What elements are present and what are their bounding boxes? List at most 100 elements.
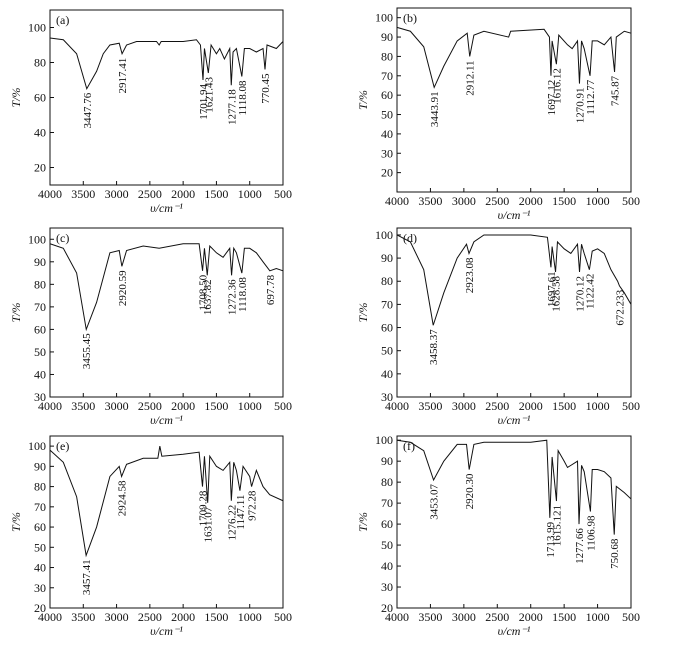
x-tick-label: 3000 [452, 194, 476, 208]
y-tick-label: 40 [381, 559, 393, 573]
peak-label: 750.68 [609, 538, 621, 569]
y-tick-label: 70 [381, 297, 393, 311]
peak-label: 2912.11 [465, 60, 477, 95]
peak-label: 1118.08 [237, 80, 249, 115]
x-tick-label: 2500 [485, 399, 509, 413]
peak-label: 2923.08 [464, 257, 476, 293]
y-tick-label: 40 [381, 367, 393, 381]
x-tick-label: 2000 [519, 194, 543, 208]
peak-label: 1122.42 [584, 274, 596, 309]
y-axis-label: T/% [356, 512, 370, 532]
peak-label: 1701.94 [198, 84, 210, 120]
x-tick-label: 1500 [204, 610, 228, 624]
y-tick-label: 70 [381, 496, 393, 510]
y-tick-label: 50 [381, 344, 393, 358]
peak-label: 1615.121 [551, 505, 563, 546]
y-tick-label: 30 [34, 581, 46, 595]
spectrum-line [49, 37, 284, 91]
x-tick-label: 3000 [105, 187, 129, 201]
peak-label: 1270.91 [574, 88, 586, 124]
x-tick-label: 1500 [552, 399, 576, 413]
peak-label: 1697.61 [546, 271, 558, 307]
peak-label: 2920.30 [464, 473, 476, 509]
y-tick-label: 70 [381, 69, 393, 83]
y-tick-label: 80 [34, 277, 46, 291]
spectrum-line [396, 26, 632, 89]
x-tick-label: 1500 [552, 194, 576, 208]
x-tick-label: 3500 [71, 187, 95, 201]
y-axis-label: T/% [9, 512, 23, 532]
y-tick-label: 90 [381, 30, 393, 44]
panel-label: (c) [56, 231, 69, 245]
peak-label: 1272.36 [227, 279, 239, 315]
y-tick-label: 90 [381, 454, 393, 468]
peak-label: 2924.58 [117, 480, 129, 516]
peak-label: 1147.11 [235, 495, 247, 530]
spectrum-line [396, 439, 632, 535]
peak-label: 1709.28 [197, 490, 209, 526]
x-tick-label: 3500 [418, 194, 442, 208]
y-tick-label: 80 [34, 480, 46, 494]
peak-label: 1708.50 [198, 274, 210, 310]
x-tick-label: 2000 [171, 399, 195, 413]
panel: 4000 3500 3000 2500 2000 1500 1000 500 30 40 50 60 7… [9, 227, 292, 427]
x-tick-label: 3500 [418, 610, 442, 624]
x-tick-label: 2000 [171, 610, 195, 624]
x-tick-label: 1000 [586, 399, 610, 413]
y-tick-label: 60 [34, 520, 46, 534]
y-tick-label: 20 [34, 161, 46, 175]
y-tick-label: 50 [381, 538, 393, 552]
peak-label: 770.45 [260, 73, 272, 104]
plot-frame [49, 435, 284, 609]
y-tick-label: 80 [381, 49, 393, 63]
y-tick-label: 50 [381, 108, 393, 122]
y-tick-label: 80 [381, 475, 393, 489]
peak-label: 2920.59 [117, 270, 129, 306]
y-tick-label: 60 [381, 517, 393, 531]
x-tick-label: 3500 [418, 399, 442, 413]
peak-label: 1277.66 [574, 528, 586, 564]
y-tick-label: 30 [381, 580, 393, 594]
y-tick-label: 20 [381, 601, 393, 615]
x-tick-label: 1500 [552, 610, 576, 624]
y-tick-label: 40 [34, 561, 46, 575]
y-tick-label: 30 [34, 390, 46, 404]
plot-frame [396, 227, 632, 398]
peak-label: 1112.77 [585, 79, 597, 114]
peak-label: 1616.12 [551, 68, 563, 104]
peak-label: 1270.12 [575, 276, 587, 312]
x-tick-label: 1500 [204, 399, 228, 413]
x-tick-label: 2500 [138, 610, 162, 624]
y-tick-label: 70 [34, 500, 46, 514]
peak-label: 1106.98 [585, 515, 597, 551]
x-tick-label: 2500 [138, 399, 162, 413]
y-tick-label: 20 [34, 601, 46, 615]
panel-label: (d) [403, 231, 417, 245]
peak-label: 1713.99 [545, 521, 557, 557]
panel-label: (e) [56, 439, 69, 453]
y-tick-label: 50 [34, 540, 46, 554]
peak-label: 3458.37 [428, 329, 440, 365]
peak-label: 1276.22 [226, 505, 238, 541]
plot-frame [49, 227, 284, 398]
peak-label: 1118.08 [237, 277, 249, 312]
x-tick-label: 3000 [452, 399, 476, 413]
x-tick-label: 500 [622, 194, 640, 208]
x-tick-label: 2500 [138, 187, 162, 201]
x-tick-label: 3000 [452, 610, 476, 624]
x-tick-label: 4000 [38, 187, 62, 201]
x-tick-label: 4000 [38, 610, 62, 624]
x-axis-label: υ/cm⁻¹ [150, 201, 183, 215]
x-axis-label: υ/cm⁻¹ [498, 208, 531, 222]
peak-label: 3455.45 [81, 333, 93, 369]
x-tick-label: 500 [622, 610, 640, 624]
x-tick-label: 4000 [385, 610, 409, 624]
x-tick-label: 1500 [204, 187, 228, 201]
x-tick-label: 1000 [238, 399, 262, 413]
peak-label: 1628.58 [551, 275, 563, 311]
y-tick-label: 40 [34, 367, 46, 381]
y-tick-label: 80 [381, 274, 393, 288]
y-tick-label: 60 [34, 91, 46, 105]
y-tick-label: 60 [381, 88, 393, 102]
x-tick-label: 4000 [38, 399, 62, 413]
